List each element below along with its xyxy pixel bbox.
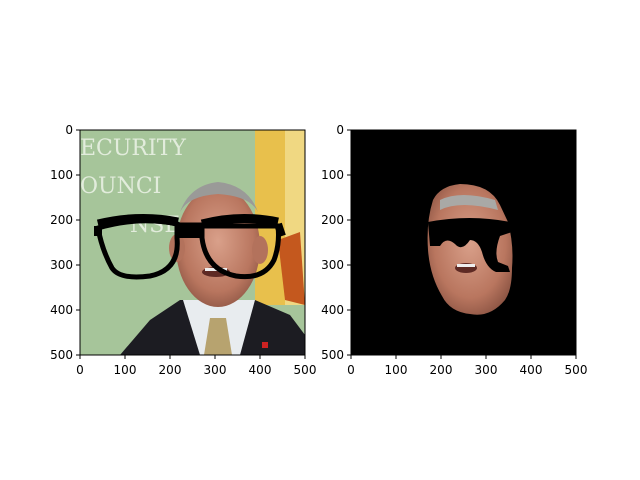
- right-y-tick-label-0: 0: [336, 123, 344, 137]
- sign-text-line-1: ECURITY: [80, 136, 186, 161]
- right-y-tick-label-400: 400: [321, 303, 344, 317]
- right-x-tick-label-500: 500: [565, 363, 588, 377]
- right-y-tick-label-300: 300: [321, 258, 344, 272]
- left-y-tick-label-400: 400: [50, 303, 73, 317]
- left-x-tick-label-100: 100: [114, 363, 137, 377]
- right-x-tick-label-300: 300: [475, 363, 498, 377]
- left-y-tick-label-200: 200: [50, 213, 73, 227]
- right-x-tick-label-200: 200: [430, 363, 453, 377]
- right-y-tick-label-500: 500: [321, 348, 344, 362]
- right-x-tick-label-0: 0: [347, 363, 355, 377]
- left-y-tick-label-100: 100: [50, 168, 73, 182]
- left-y-tick-label-300: 300: [50, 258, 73, 272]
- head: [176, 187, 260, 307]
- left-x-tick-label-400: 400: [249, 363, 272, 377]
- left-x-tick-label-0: 0: [76, 363, 84, 377]
- glasses: [94, 213, 286, 280]
- left-y-tick-label-0: 0: [65, 123, 73, 137]
- right-y-tick-label-100: 100: [321, 168, 344, 182]
- left-x-tick-label-300: 300: [204, 363, 227, 377]
- segmented-face: [427, 184, 513, 315]
- segmented-glasses: [428, 218, 512, 272]
- left-x-tick-label-200: 200: [159, 363, 182, 377]
- sign-text-line-2: OUNCI: [80, 174, 161, 199]
- right-y-tick-label-200: 200: [321, 213, 344, 227]
- left-x-tick-label-500: 500: [294, 363, 317, 377]
- right-panel: [351, 130, 576, 355]
- right-x-tick-label-400: 400: [520, 363, 543, 377]
- tie: [204, 318, 232, 355]
- right-x-tick-label-100: 100: [385, 363, 408, 377]
- left-y-tick-label-500: 500: [50, 348, 73, 362]
- right-axes-frame: [350, 129, 577, 356]
- left-axes-frame: [79, 129, 306, 356]
- left-panel: ECURITY OUNCI NSE: [80, 130, 305, 355]
